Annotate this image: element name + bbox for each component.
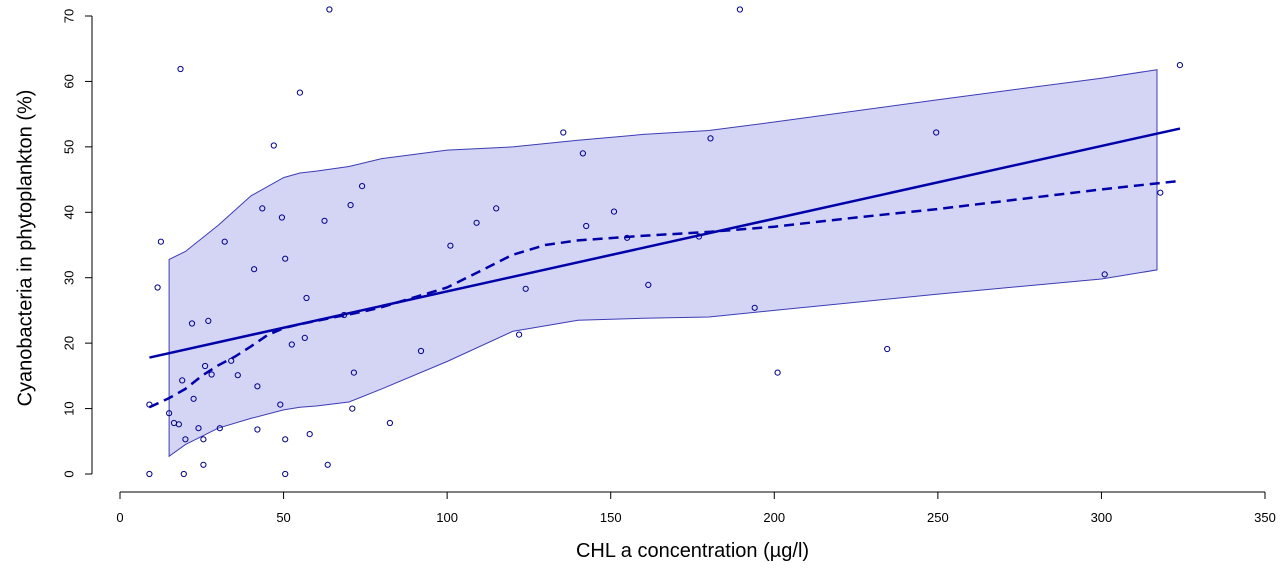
data-point [195,425,202,432]
data-point [254,383,261,390]
data-point [933,129,940,136]
confidence-band [168,69,1158,458]
data-point [707,135,714,142]
y-axis-title: Cyanobacteria in phytoplankton (%) [14,90,36,407]
data-point [154,284,161,291]
data-point [695,233,703,240]
data-point [221,238,228,245]
x-axis-title: CHL a concentration (µg/l) [576,540,809,562]
data-point [579,150,587,157]
x-tick-label: 200 [763,510,785,525]
data-point [736,6,744,13]
data-point [1176,62,1184,69]
x-tick-label: 300 [1091,510,1113,525]
data-point [259,205,266,212]
data-point [610,208,618,215]
data-point [200,461,207,468]
data-point [1101,271,1108,278]
data-point [180,470,187,478]
y-tick-label: 10 [61,401,76,415]
data-point [326,6,333,13]
data-point [417,347,425,355]
data-point [228,357,235,364]
confidence-band-layer [168,69,1158,458]
data-point [270,142,277,149]
data-point [473,219,480,226]
data-point [324,461,331,468]
data-point [493,205,500,212]
data-point [583,222,590,230]
data-point [341,311,348,319]
data-point [751,304,758,311]
x-tick-label: 100 [436,510,458,525]
data-point [350,369,357,376]
data-point [208,371,215,378]
data-point [202,362,209,370]
data-point [624,234,631,241]
data-point [277,401,284,408]
data-point [321,217,328,224]
x-tick-label: 250 [927,510,949,525]
y-tick-label: 40 [61,205,76,219]
axes-layer: 0 50 100 150 200 250 300 350 0 10 20 30 40 50 60 70 [61,9,1275,525]
data-point [296,89,303,96]
data-point [884,345,891,353]
data-point [306,431,313,438]
smooth-trend-line [148,179,1181,409]
x-tick-label: 50 [276,510,290,525]
data-point [200,436,207,443]
data-point [386,419,393,427]
data-point [301,334,308,341]
data-point [216,425,223,432]
data-point [157,238,164,245]
data-point [146,401,153,408]
data-point [146,470,153,478]
data-point [254,426,261,433]
data-point [234,372,241,379]
data-point [177,65,184,73]
data-point [303,294,310,302]
data-point [179,377,186,384]
data-point [282,436,289,443]
data-point [349,405,356,412]
data-point [645,281,652,288]
data-point [278,214,285,221]
x-tick-label: 350 [1254,510,1276,525]
y-tick-label: 70 [61,9,76,23]
data-point [447,242,454,249]
data-point [251,266,258,273]
y-tick-label: 50 [61,140,76,154]
data-point [190,395,197,402]
y-tick-label: 20 [61,336,76,350]
data-point [347,202,354,209]
data-point [188,320,196,327]
data-point [282,255,289,262]
x-tick-label: 150 [600,510,622,525]
y-tick-label: 30 [61,270,76,284]
data-point [359,183,366,190]
data-point [288,341,295,348]
y-tick-label: 0 [61,470,76,477]
data-point [522,285,529,292]
data-point [282,470,289,478]
y-tick-label: 60 [61,74,76,88]
data-point [175,421,182,428]
data-point [205,317,212,324]
data-point [774,369,781,376]
data-point [560,129,567,136]
data-point [166,410,173,417]
x-tick-label: 0 [116,510,123,525]
data-point [1157,189,1164,196]
data-points-layer [146,6,1184,478]
data-point [182,436,189,443]
data-point [516,331,523,338]
trend-lines-layer [148,127,1181,409]
